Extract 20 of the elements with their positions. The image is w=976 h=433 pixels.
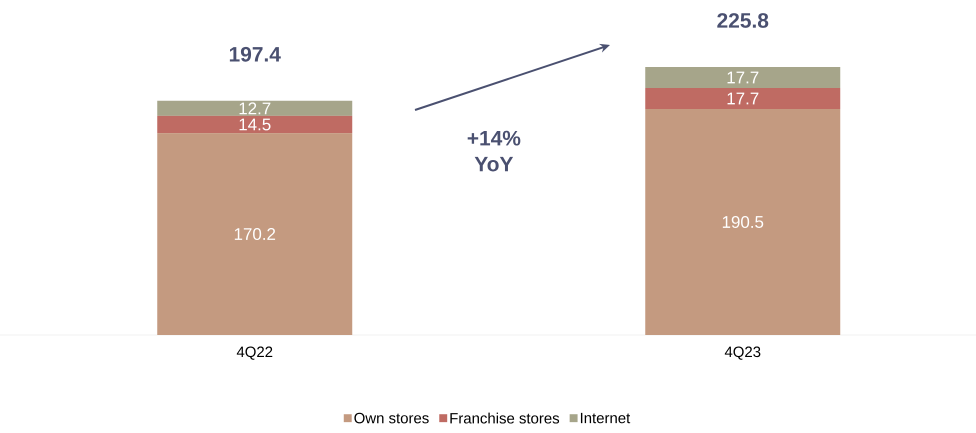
data-label: 12.7 — [240, 102, 270, 114]
data-label: 190.5 — [722, 216, 764, 228]
bar — [157, 116, 352, 134]
data-label: 17.7 — [728, 72, 758, 84]
x-tick-label: 4Q22 — [236, 346, 272, 360]
bar — [645, 88, 840, 109]
x-tick-label: 4Q23 — [724, 346, 760, 360]
legend-label: Internet — [580, 412, 630, 424]
bar — [157, 100, 352, 116]
total-label: 225.8 — [717, 13, 768, 28]
data-label: 17.7 — [728, 92, 758, 104]
data-label: 170.2 — [234, 228, 276, 240]
legend-label: Own stores — [354, 412, 429, 424]
annotation: +14% YoY — [468, 130, 520, 172]
legend-label: Franchise stores — [450, 412, 560, 424]
bar — [645, 108, 840, 335]
data-label: 14.5 — [240, 118, 270, 130]
bar — [645, 67, 840, 88]
total-label: 197.4 — [230, 46, 281, 62]
bar — [157, 133, 352, 335]
